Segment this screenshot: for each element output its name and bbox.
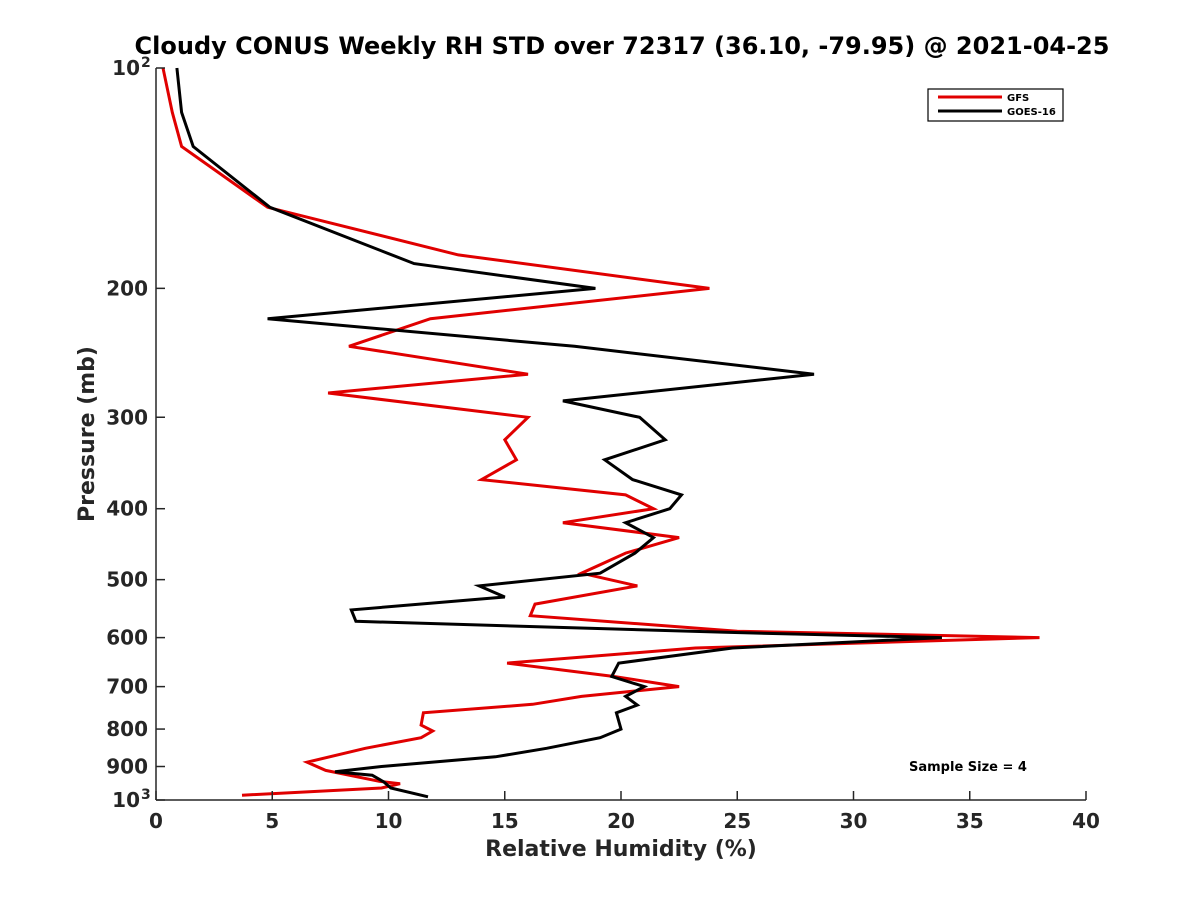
x-tick-label: 35 <box>956 809 984 833</box>
legend-label-gfs: GFS <box>1007 93 1029 104</box>
legend-label-goes-16: GOES-16 <box>1007 107 1056 118</box>
y-tick-label: 300 <box>106 405 148 429</box>
y-tick-label: 400 <box>106 497 148 521</box>
sample-size-annotation: Sample Size = 4 <box>909 760 1027 775</box>
x-tick-label: 15 <box>491 809 519 833</box>
y-tick-label: 10 <box>112 788 140 812</box>
y-tick-label: 500 <box>106 568 148 592</box>
y-tick-label: 10 <box>112 56 140 80</box>
plot-area <box>156 68 1086 800</box>
x-tick-label: 20 <box>607 809 635 833</box>
series-line-goes-16 <box>175 67 942 799</box>
y-tick-label: 800 <box>106 717 148 741</box>
x-tick-label: 0 <box>149 809 163 833</box>
y-axis-label: Pressure (mb) <box>75 346 100 522</box>
series-layer <box>161 67 1040 799</box>
x-tick-label: 5 <box>265 809 279 833</box>
chart-title: Cloudy CONUS Weekly RH STD over 72317 (3… <box>135 32 1110 60</box>
series-line-gfs <box>161 67 1040 797</box>
x-axis-label: Relative Humidity (%) <box>485 837 757 862</box>
y-tick-label: 600 <box>106 626 148 650</box>
legend-box <box>927 88 1064 122</box>
x-tick-label: 10 <box>375 809 403 833</box>
y-tick-exponent: 2 <box>141 55 151 71</box>
x-tick-label: 30 <box>840 809 868 833</box>
y-tick-exponent: 3 <box>141 787 151 803</box>
x-tick-label: 40 <box>1072 809 1100 833</box>
x-tick-label: 25 <box>723 809 751 833</box>
y-tick-label: 900 <box>106 755 148 779</box>
x-axis-ticks: 0 5 10 15 20 25 30 35 40 <box>149 791 1100 833</box>
y-tick-label: 700 <box>106 675 148 699</box>
legend: GFS GOES-16 <box>927 88 1064 122</box>
y-tick-label: 200 <box>106 276 148 300</box>
